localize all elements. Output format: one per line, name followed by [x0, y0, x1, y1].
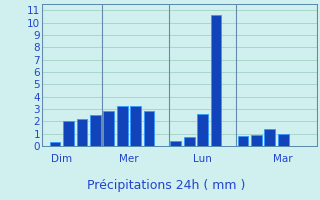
Bar	[184, 137, 195, 146]
Bar	[50, 142, 60, 146]
Bar	[251, 135, 262, 146]
Bar	[237, 136, 248, 146]
Bar	[264, 129, 275, 146]
Bar	[130, 106, 141, 146]
Text: Mer: Mer	[119, 154, 139, 164]
Text: Mar: Mar	[273, 154, 293, 164]
Bar	[211, 15, 221, 146]
Bar	[103, 111, 114, 146]
Bar	[117, 106, 127, 146]
Text: Dim: Dim	[51, 154, 72, 164]
Text: Précipitations 24h ( mm ): Précipitations 24h ( mm )	[87, 179, 245, 192]
Bar	[197, 114, 208, 146]
Text: Lun: Lun	[193, 154, 212, 164]
Bar	[171, 141, 181, 146]
Bar	[278, 134, 289, 146]
Bar	[76, 119, 87, 146]
Bar	[144, 111, 154, 146]
Bar	[63, 121, 74, 146]
Bar	[90, 115, 101, 146]
